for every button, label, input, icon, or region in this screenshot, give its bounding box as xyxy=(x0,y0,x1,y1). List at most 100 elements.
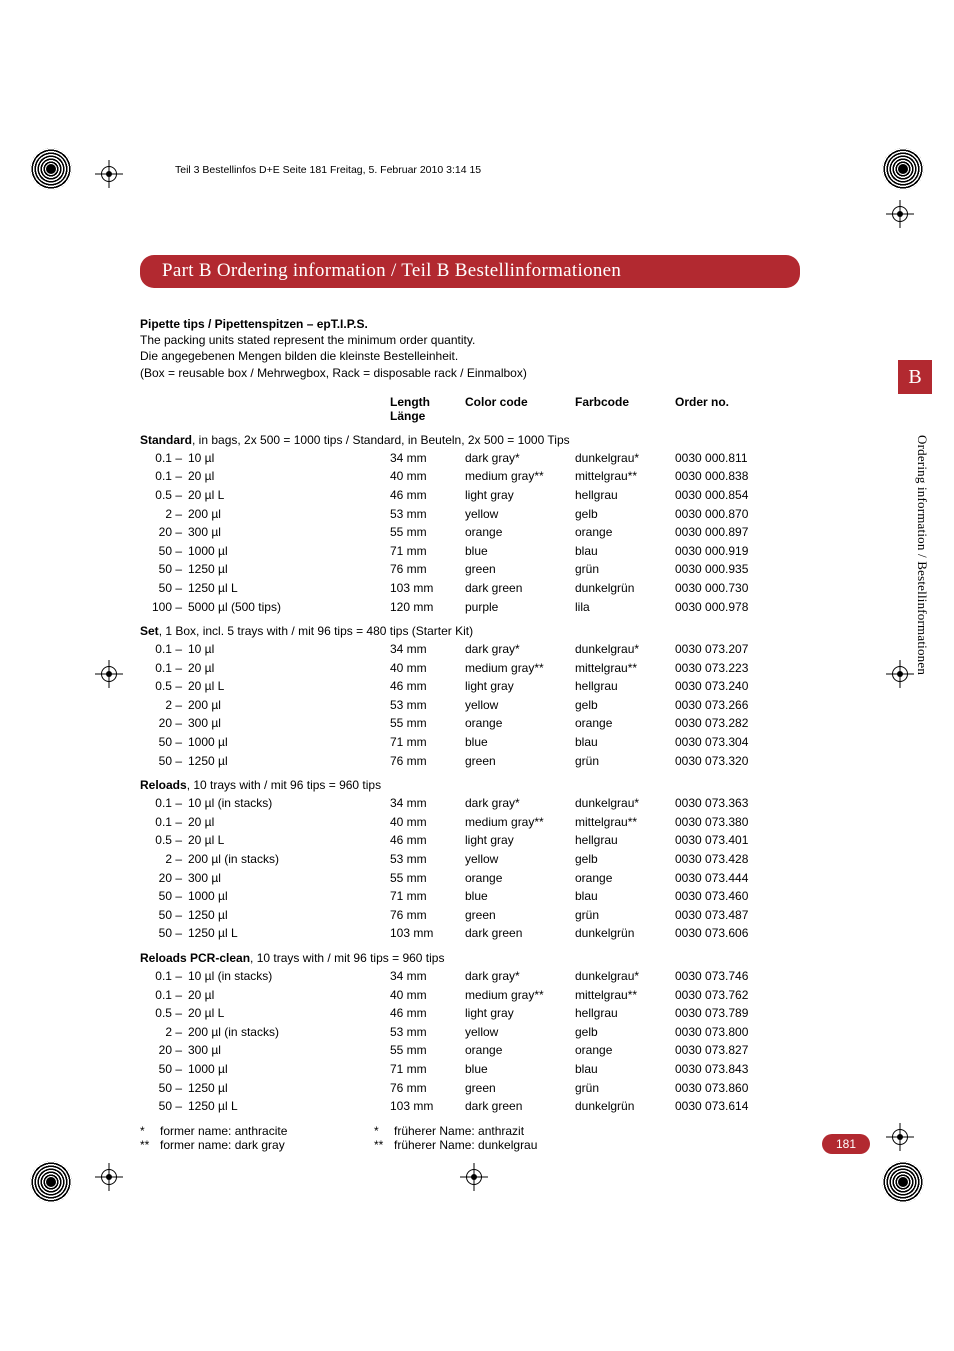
cell-range: 50 – xyxy=(140,1060,188,1079)
cell-order: 0030 073.746 xyxy=(675,967,775,986)
table-row: 100 –5000 µl (500 tips)120 mmpurplelila0… xyxy=(140,598,780,617)
cell-length: 76 mm xyxy=(390,560,465,579)
cell-color: light gray xyxy=(465,486,575,505)
cell-range: 2 – xyxy=(140,696,188,715)
cell-color: orange xyxy=(465,869,575,888)
cell-volume: 1000 µl xyxy=(188,1060,390,1079)
cell-length: 34 mm xyxy=(390,449,465,468)
section-tab: B xyxy=(898,360,932,394)
footnote: früherer Name: anthrazit xyxy=(394,1124,524,1138)
table-row: 0.5 –20 µl L46 mmlight grayhellgrau0030 … xyxy=(140,677,780,696)
cell-order: 0030 000.978 xyxy=(675,598,775,617)
cell-order: 0030 073.789 xyxy=(675,1004,775,1023)
cell-color: green xyxy=(465,906,575,925)
cell-range: 2 – xyxy=(140,505,188,524)
cell-range: 0.1 – xyxy=(140,986,188,1005)
cell-range: 0.5 – xyxy=(140,486,188,505)
cell-length: 34 mm xyxy=(390,640,465,659)
cell-farbcode: hellgrau xyxy=(575,831,675,850)
page-number: 181 xyxy=(822,1134,870,1154)
cell-volume: 10 µl (in stacks) xyxy=(188,967,390,986)
cell-order: 0030 000.730 xyxy=(675,579,775,598)
cell-color: yellow xyxy=(465,1023,575,1042)
cell-farbcode: gelb xyxy=(575,505,675,524)
cell-volume: 1250 µl L xyxy=(188,1097,390,1116)
cell-color: dark gray* xyxy=(465,640,575,659)
cell-volume: 10 µl xyxy=(188,640,390,659)
cell-volume: 300 µl xyxy=(188,714,390,733)
cell-length: 103 mm xyxy=(390,924,465,943)
cell-range: 50 – xyxy=(140,887,188,906)
cell-length: 76 mm xyxy=(390,1079,465,1098)
cell-farbcode: orange xyxy=(575,523,675,542)
cell-volume: 10 µl (in stacks) xyxy=(188,794,390,813)
printer-corner-dot xyxy=(30,1161,72,1203)
cell-farbcode: dunkelgrün xyxy=(575,579,675,598)
cell-length: 53 mm xyxy=(390,696,465,715)
cell-length: 40 mm xyxy=(390,659,465,678)
table-row: 50 –1250 µl76 mmgreengrün0030 073.860 xyxy=(140,1079,780,1098)
cell-farbcode: mittelgrau** xyxy=(575,986,675,1005)
cell-length: 46 mm xyxy=(390,1004,465,1023)
table-row: 50 –1250 µl L103 mmdark greendunkelgrün0… xyxy=(140,924,780,943)
cell-order: 0030 000.838 xyxy=(675,467,775,486)
cell-range: 0.1 – xyxy=(140,467,188,486)
table-row: 50 –1250 µl L103 mmdark greendunkelgrün0… xyxy=(140,579,780,598)
cell-farbcode: grün xyxy=(575,560,675,579)
cell-farbcode: grün xyxy=(575,906,675,925)
cell-volume: 20 µl L xyxy=(188,1004,390,1023)
table-row: 50 –1000 µl71 mmblueblau0030 000.919 xyxy=(140,542,780,561)
cell-farbcode: gelb xyxy=(575,1023,675,1042)
cell-color: medium gray** xyxy=(465,813,575,832)
cell-farbcode: gelb xyxy=(575,696,675,715)
cell-color: blue xyxy=(465,542,575,561)
registration-mark xyxy=(95,660,123,688)
cell-farbcode: gelb xyxy=(575,850,675,869)
cell-length: 46 mm xyxy=(390,486,465,505)
cell-length: 40 mm xyxy=(390,467,465,486)
intro-block: Pipette tips / Pipettenspitzen – epT.I.P… xyxy=(140,316,780,381)
cell-length: 46 mm xyxy=(390,831,465,850)
table-row: 50 –1250 µl76 mmgreengrün0030 073.487 xyxy=(140,906,780,925)
table-header: Length Länge Color code Farbcode Order n… xyxy=(140,395,780,425)
registration-mark xyxy=(95,160,123,188)
table-row: 20 –300 µl55 mmorangeorange0030 073.827 xyxy=(140,1041,780,1060)
cell-range: 0.5 – xyxy=(140,1004,188,1023)
registration-mark xyxy=(886,660,914,688)
cell-length: 71 mm xyxy=(390,1060,465,1079)
col-length: Length Länge xyxy=(390,395,465,423)
cell-volume: 200 µl xyxy=(188,696,390,715)
cell-range: 2 – xyxy=(140,1023,188,1042)
cell-order: 0030 073.266 xyxy=(675,696,775,715)
cell-range: 50 – xyxy=(140,924,188,943)
printer-corner-dot xyxy=(882,1161,924,1203)
cell-color: yellow xyxy=(465,696,575,715)
table-row: 50 –1000 µl71 mmblueblau0030 073.304 xyxy=(140,733,780,752)
cell-order: 0030 073.614 xyxy=(675,1097,775,1116)
printer-corner-dot xyxy=(882,148,924,190)
cell-order: 0030 000.935 xyxy=(675,560,775,579)
cell-length: 120 mm xyxy=(390,598,465,617)
cell-volume: 1250 µl xyxy=(188,752,390,771)
cell-color: light gray xyxy=(465,677,575,696)
cell-volume: 20 µl L xyxy=(188,831,390,850)
cell-color: purple xyxy=(465,598,575,617)
cell-color: dark gray* xyxy=(465,794,575,813)
table-row: 20 –300 µl55 mmorangeorange0030 000.897 xyxy=(140,523,780,542)
cell-farbcode: dunkelgrau* xyxy=(575,794,675,813)
cell-length: 34 mm xyxy=(390,967,465,986)
footnotes: *former name: anthracite *früherer Name:… xyxy=(140,1124,780,1152)
cell-order: 0030 073.827 xyxy=(675,1041,775,1060)
table-section-header: Standard, in bags, 2x 500 = 1000 tips / … xyxy=(140,433,780,447)
footnote: former name: anthracite xyxy=(160,1124,287,1138)
table-row: 0.1 –10 µl (in stacks)34 mmdark gray*dun… xyxy=(140,794,780,813)
cell-color: orange xyxy=(465,1041,575,1060)
registration-mark xyxy=(886,200,914,228)
col-color: Color code xyxy=(465,395,575,423)
cell-order: 0030 000.854 xyxy=(675,486,775,505)
cell-order: 0030 073.207 xyxy=(675,640,775,659)
cell-order: 0030 073.460 xyxy=(675,887,775,906)
cell-range: 0.1 – xyxy=(140,794,188,813)
cell-order: 0030 073.762 xyxy=(675,986,775,1005)
cell-length: 40 mm xyxy=(390,813,465,832)
